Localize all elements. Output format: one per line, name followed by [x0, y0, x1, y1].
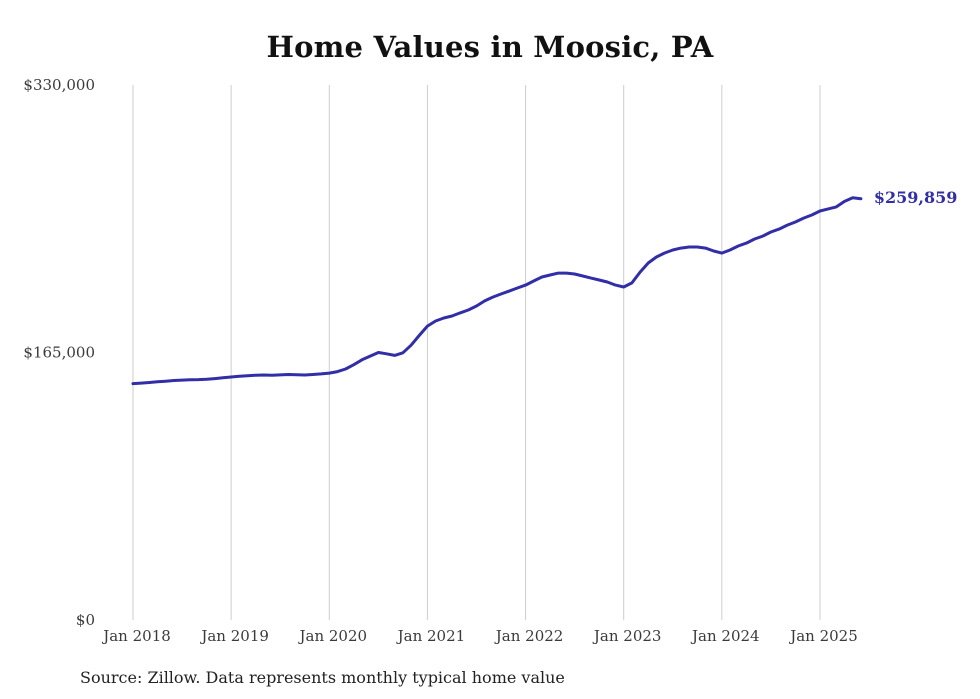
- source-note: Source: Zillow. Data represents monthly …: [80, 668, 565, 687]
- x-axis-tick-label: Jan 2025: [788, 627, 858, 645]
- line-chart-svg: Jan 2018 Jan 2019 Jan 2020 Jan 2021 Jan 2022…: [23, 76, 863, 645]
- x-axis-tick-label: Jan 2018: [101, 627, 171, 645]
- chart-title: Home Values in Moosic, PA: [266, 30, 714, 64]
- home-value-line: [131, 196, 863, 386]
- x-axis-tick-label: Jan 2020: [297, 627, 367, 645]
- y-axis-tick-label: $165,000: [23, 344, 95, 362]
- x-axis-tick-label: Jan 2021: [396, 627, 466, 645]
- y-axis-tick-label: $0: [76, 611, 95, 629]
- current-value-label: $259,859: [873, 187, 958, 207]
- x-axis-tick-label: Jan 2023: [592, 627, 662, 645]
- x-axis-tick-label: Jan 2022: [494, 627, 564, 645]
- y-axis-tick-label: $330,000: [23, 76, 95, 94]
- x-axis-tick-label: Jan 2024: [690, 627, 760, 645]
- x-axis-tick-label: Jan 2019: [199, 627, 269, 645]
